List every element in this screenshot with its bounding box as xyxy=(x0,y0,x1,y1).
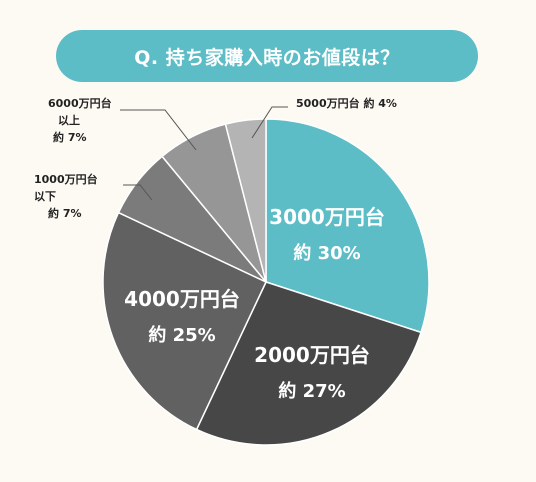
outer-label-5-line-1: 6000万円台 xyxy=(48,96,112,110)
slice-label-3-line-1: 4000万円台 xyxy=(124,287,240,311)
leader-line-4 xyxy=(123,184,153,201)
slice-1 xyxy=(265,118,430,334)
outer-label-6-line-1: 5000万円台 約 4% xyxy=(296,96,397,110)
slice-label-3-line-2: 約 25% xyxy=(148,324,215,346)
chart-title: Q. 持ち家購入時のお値段は？ xyxy=(56,30,478,82)
slice-label-2-line-1: 2000万円台 xyxy=(254,343,370,367)
slice-label-1-line-1: 3000万円台 xyxy=(269,205,385,229)
outer-label-4-line-1: 1000万円台 xyxy=(34,172,98,186)
outer-label-4-line-2: 以下 xyxy=(34,190,56,203)
leader-line-6 xyxy=(251,106,288,139)
slice-3 xyxy=(102,211,267,431)
leader-line-5 xyxy=(120,109,197,151)
outer-label-4-line-3: 約 7% xyxy=(48,206,82,220)
slice-label-1-line-2: 約 30% xyxy=(293,242,360,264)
outer-label-5-line-3: 約 7% xyxy=(53,130,87,144)
slice-2 xyxy=(195,281,422,446)
leader-lines xyxy=(120,106,288,201)
slice-6 xyxy=(224,118,267,283)
pie-slices xyxy=(102,118,430,446)
outer-label-5-line-2: 以上 xyxy=(58,113,80,127)
slice-label-2-line-2: 約 27% xyxy=(278,380,345,402)
